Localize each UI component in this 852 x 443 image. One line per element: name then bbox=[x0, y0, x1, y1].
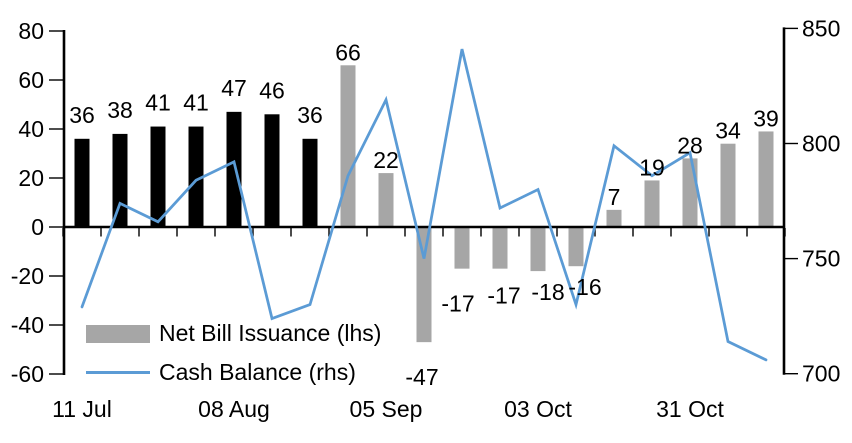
bar-18 bbox=[720, 143, 736, 227]
bar-12 bbox=[492, 227, 508, 269]
bar-value-label: 34 bbox=[715, 118, 741, 144]
right-axis-tick-label: 750 bbox=[802, 246, 840, 272]
bar-17 bbox=[682, 158, 698, 227]
bar-value-label: 41 bbox=[145, 90, 171, 116]
x-axis-label: 11 Jul bbox=[52, 396, 112, 422]
bar-value-label: 46 bbox=[259, 77, 285, 103]
bar-value-label: 36 bbox=[69, 102, 95, 128]
bar-15 bbox=[606, 209, 622, 227]
bar-16 bbox=[644, 180, 660, 227]
left-axis-tick-label: 0 bbox=[31, 214, 44, 240]
right-axis-tick-label: 700 bbox=[802, 361, 840, 387]
bar-value-label: 22 bbox=[373, 147, 399, 173]
legend-bar-swatch bbox=[86, 324, 150, 343]
right-axis-tick-label: 850 bbox=[802, 15, 840, 41]
x-axis-label: 08 Aug bbox=[198, 396, 270, 422]
bar-7 bbox=[302, 138, 318, 227]
bar-14 bbox=[568, 227, 584, 267]
left-axis-tick-label: 20 bbox=[18, 165, 44, 191]
bar-value-label: -47 bbox=[405, 364, 438, 390]
bar-1 bbox=[74, 138, 90, 227]
legend-line-swatch bbox=[86, 371, 150, 374]
left-axis-tick-label: -60 bbox=[11, 361, 44, 387]
bar-4 bbox=[188, 126, 204, 227]
bar-value-label: 41 bbox=[183, 90, 209, 116]
left-axis-tick-label: 80 bbox=[18, 18, 44, 44]
right-axis-tick-label: 800 bbox=[802, 131, 840, 157]
bar-6 bbox=[264, 114, 280, 227]
left-axis-tick-label: -20 bbox=[11, 263, 44, 289]
bar-3 bbox=[150, 126, 166, 227]
bar-value-label: 19 bbox=[639, 154, 665, 180]
bar-2 bbox=[112, 133, 128, 227]
bar-9 bbox=[378, 173, 394, 227]
bar-10 bbox=[416, 227, 432, 343]
legend-item-net-bill-issuance: Net Bill Issuance (lhs) bbox=[86, 320, 381, 347]
left-axis-tick-label: 40 bbox=[18, 116, 44, 142]
legend: Net Bill Issuance (lhs) Cash Balance (rh… bbox=[86, 320, 381, 386]
bar-13 bbox=[530, 227, 546, 272]
left-axis-tick-label: -40 bbox=[11, 312, 44, 338]
bar-value-label: 66 bbox=[335, 39, 361, 65]
bar-value-label: 28 bbox=[677, 132, 703, 158]
left-axis-tick-label: 60 bbox=[18, 67, 44, 93]
bar-value-label: 47 bbox=[221, 75, 247, 101]
cash-balance-line bbox=[80, 48, 768, 362]
bar-value-label: -18 bbox=[531, 279, 564, 305]
legend-label-cash-balance: Cash Balance (rhs) bbox=[159, 359, 356, 385]
legend-item-cash-balance: Cash Balance (rhs) bbox=[86, 359, 381, 386]
bar-value-label: 38 bbox=[107, 97, 133, 123]
x-axis-label: 31 Oct bbox=[656, 396, 724, 422]
x-axis-label: 03 Oct bbox=[504, 396, 572, 422]
bar-5 bbox=[226, 111, 242, 227]
bar-value-label: -17 bbox=[441, 291, 474, 317]
x-axis-label: 05 Sep bbox=[350, 396, 423, 422]
bar-value-label: 39 bbox=[753, 105, 779, 131]
bar-value-label: -16 bbox=[568, 274, 601, 300]
bar-11 bbox=[454, 227, 470, 269]
legend-label-net-bill-issuance: Net Bill Issuance (lhs) bbox=[159, 320, 382, 346]
bar-8 bbox=[340, 65, 356, 227]
bar-19 bbox=[758, 131, 774, 227]
bar-value-label: 7 bbox=[608, 184, 621, 210]
bar-value-label: -17 bbox=[487, 283, 520, 309]
bar-value-label: 36 bbox=[297, 102, 323, 128]
